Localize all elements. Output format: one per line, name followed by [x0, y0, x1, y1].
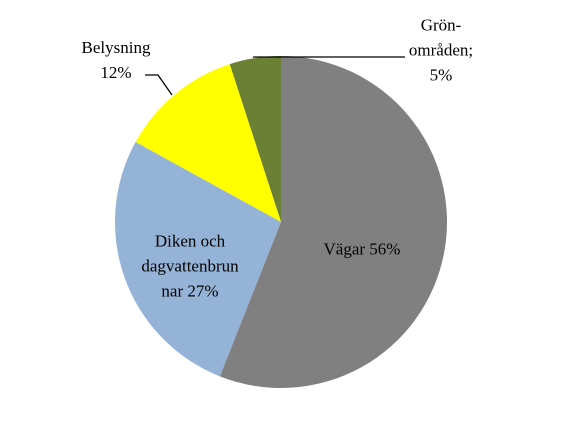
data-label: Belysning 12% — [71, 35, 161, 85]
category-label: Vägar — [323, 239, 366, 259]
pie-slice — [115, 142, 281, 377]
category-label: Grön-områden; — [408, 15, 474, 60]
category-label: Diken och dagvattenbrunnar — [141, 231, 239, 301]
leader-line — [145, 74, 173, 96]
value-label: 12% — [100, 63, 132, 82]
pie-slice — [219, 56, 447, 388]
data-label: Grön-områden; 5% — [401, 13, 481, 88]
data-label: Diken och dagvattenbrunnar 27% — [140, 229, 240, 304]
value-label: 27% — [187, 281, 219, 301]
data-label: Vägar 56% — [292, 237, 432, 262]
pie-slice — [229, 56, 281, 222]
category-label: Belysning — [81, 38, 151, 57]
pie-slice — [135, 64, 281, 222]
value-label: 5% — [429, 65, 453, 85]
value-label: 56% — [369, 239, 401, 259]
